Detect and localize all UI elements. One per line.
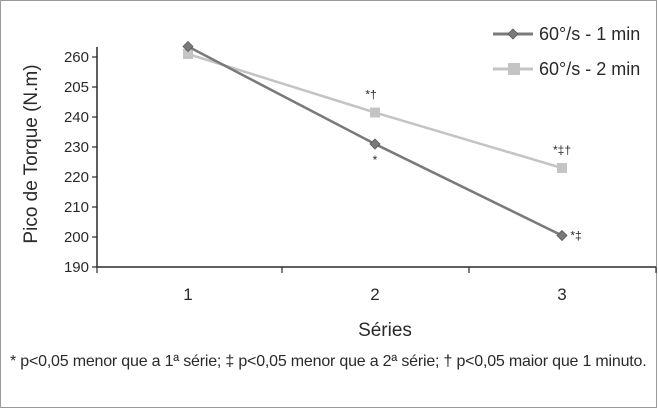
legend-label: 60°/s - 2 min — [539, 59, 640, 79]
y-tick-label: 210 — [64, 199, 89, 216]
legend-marker-diamond — [507, 28, 519, 40]
legend-label: 60°/s - 1 min — [539, 24, 640, 44]
data-point-diamond — [556, 229, 568, 242]
y-tick-label: 220 — [64, 169, 89, 186]
line-chart: 190 200 210 220 230 240 205 260 1 2 3 *† *‡† * *‡ 60… — [21, 24, 657, 341]
legend: 60°/s - 1 min 60°/s - 2 min — [493, 24, 640, 79]
legend-marker-square — [508, 63, 520, 75]
x-tick-label: 2 — [370, 285, 379, 304]
y-tick-label: 205 — [64, 79, 89, 96]
legend-item-2: 60°/s - 2 min — [493, 59, 640, 79]
data-point-square — [370, 107, 380, 118]
series-layer: *† *‡† * *‡ — [182, 40, 582, 243]
x-tick-label: 3 — [557, 285, 566, 304]
y-tick-label: 200 — [64, 229, 89, 246]
series-1: * *‡ — [182, 40, 582, 243]
data-point-square — [557, 163, 567, 173]
footnote: * p<0,05 menor que a 1ª série; ‡ p<0,05 … — [10, 353, 647, 370]
y-tick-label: 190 — [64, 259, 89, 276]
data-point-diamond — [182, 40, 194, 53]
y-axis: 190 200 210 220 230 240 205 260 — [64, 47, 98, 276]
legend-item-1: 60°/s - 1 min — [493, 24, 640, 44]
data-annotation: * — [373, 153, 378, 167]
y-tick-label: 240 — [64, 109, 89, 126]
x-axis-title: Séries — [358, 320, 412, 341]
x-axis: 1 2 3 — [96, 266, 657, 304]
y-tick-label: 260 — [64, 49, 89, 66]
y-tick-label: 230 — [64, 139, 89, 156]
x-tick-label: 1 — [183, 285, 192, 304]
data-annotation: *‡† — [553, 143, 571, 157]
series-2: *† *‡† — [183, 49, 571, 173]
data-point-square — [183, 49, 193, 59]
data-point-diamond — [369, 138, 381, 150]
data-annotation: *† — [365, 88, 376, 102]
y-axis-title: Pico de Torque (N.m) — [21, 64, 42, 243]
data-annotation: *‡ — [570, 229, 581, 243]
